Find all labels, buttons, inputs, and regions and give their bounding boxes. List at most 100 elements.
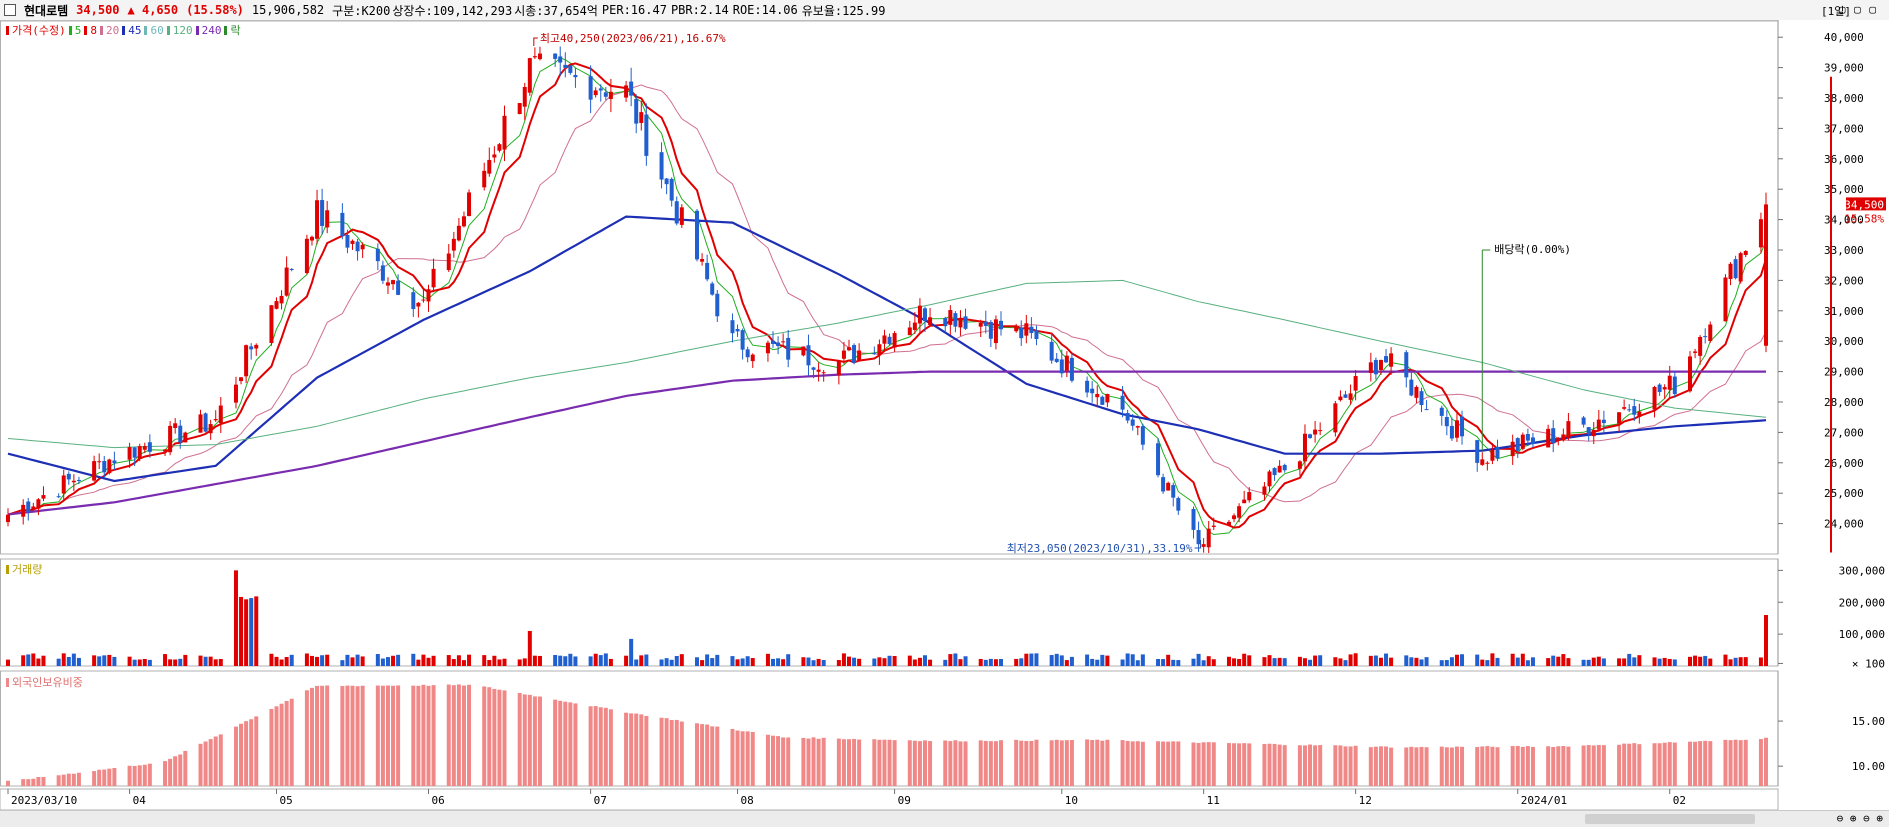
price-y-tick-label: 35,000 xyxy=(1824,183,1864,196)
foreign-bar xyxy=(1049,740,1054,786)
volume-bar xyxy=(218,658,223,666)
legend-item-4[interactable]: 45 xyxy=(122,24,141,37)
candle xyxy=(1743,250,1748,255)
zoom-controls[interactable]: ⊖ ⊕ ⊖ ⊕ xyxy=(1836,812,1883,825)
volume-bar xyxy=(1064,660,1069,666)
foreign-bar xyxy=(1201,742,1206,786)
candle xyxy=(1551,428,1556,444)
stock-chart[interactable]: 40,000 39,000 38,000 37,000 36,000 35,000 34,0… xyxy=(0,20,1889,810)
volume-legend-label[interactable]: 거래량 xyxy=(12,563,43,576)
foreign-bar xyxy=(1444,747,1449,786)
foreign-bar xyxy=(1414,747,1419,786)
candle xyxy=(877,344,882,356)
candle xyxy=(644,114,649,156)
volume-bar xyxy=(163,654,168,666)
volume-bar xyxy=(309,655,314,666)
volume-bar xyxy=(284,656,289,666)
foreign-bar xyxy=(1419,746,1424,786)
candle xyxy=(735,329,740,332)
candle xyxy=(1201,544,1206,547)
legend-item-6[interactable]: 120 xyxy=(166,24,193,37)
candle xyxy=(1308,434,1313,438)
foreign-bar xyxy=(315,685,320,786)
ma5-line xyxy=(7,57,1767,536)
legend-item-2[interactable]: 8 xyxy=(84,24,97,37)
listed-shares: 상장수:109,142,293 xyxy=(392,3,513,18)
candle xyxy=(249,346,254,350)
legend-item-5[interactable]: 60 xyxy=(144,24,164,37)
volume-bar xyxy=(269,653,274,666)
foreign-bar xyxy=(1490,746,1495,786)
volume-bar xyxy=(1272,658,1277,666)
legend-item-0[interactable]: 가격(수정) xyxy=(6,24,66,37)
volume-bar xyxy=(522,658,527,666)
candle xyxy=(537,53,542,60)
horizontal-scrollbar[interactable]: ⊖ ⊕ ⊖ ⊕ xyxy=(0,810,1889,827)
low-annotation: 최저23,050(2023/10/31),33.19% xyxy=(1007,542,1193,555)
volume-bar xyxy=(107,654,112,666)
select-checkbox[interactable] xyxy=(4,4,16,16)
legend-item-7[interactable]: 240 xyxy=(195,24,221,37)
candle xyxy=(380,265,385,281)
scrollbar-thumb[interactable] xyxy=(1585,814,1755,824)
volume-bar xyxy=(26,654,31,666)
foreign-bar xyxy=(345,685,350,786)
foreign-bar xyxy=(1495,747,1500,786)
foreign-bar xyxy=(97,769,102,786)
volume-bar xyxy=(391,655,396,666)
stock-name[interactable]: 현대로템 xyxy=(24,3,69,18)
foreign-bar xyxy=(1120,740,1125,786)
volume-bar xyxy=(61,653,66,666)
foreign-bar xyxy=(674,719,679,786)
candle xyxy=(1601,419,1606,424)
volume-bar xyxy=(608,658,613,666)
foreign-bar xyxy=(608,709,613,786)
foreign-bar xyxy=(431,685,436,786)
volume-bar xyxy=(1662,657,1667,666)
candle xyxy=(1166,482,1171,491)
candle xyxy=(1419,391,1424,406)
legend-mark xyxy=(224,26,228,35)
candle xyxy=(532,56,537,58)
volume-bar xyxy=(1389,657,1394,666)
foreign-bar xyxy=(730,728,735,786)
volume-bar xyxy=(857,658,862,666)
volume-bar xyxy=(1596,656,1601,666)
ma8-line xyxy=(7,62,1767,529)
volume-bar xyxy=(558,655,563,666)
volume-bar xyxy=(71,653,76,666)
candle xyxy=(786,337,791,360)
candle xyxy=(1389,353,1394,367)
legend-item-1[interactable]: 5 xyxy=(68,24,81,37)
foreign-bar xyxy=(411,685,416,786)
volume-bar xyxy=(502,658,507,666)
volume-bar xyxy=(1014,658,1019,666)
candle xyxy=(431,268,436,288)
candle xyxy=(1348,393,1353,400)
volume-bar xyxy=(56,658,61,666)
legend-mark xyxy=(195,26,199,35)
candle xyxy=(1237,506,1242,518)
volume-bar xyxy=(1723,654,1728,666)
foreign-bar xyxy=(1054,739,1059,786)
legend-item-3[interactable]: 20 xyxy=(99,24,119,37)
foreign-legend-label[interactable]: 외국인보유비중 xyxy=(12,676,83,689)
foreign-bar xyxy=(1064,740,1069,786)
candle xyxy=(1515,438,1520,451)
foreign-bar xyxy=(1024,741,1029,786)
period-selector[interactable]: [1일] xyxy=(1821,5,1851,18)
volume-bar xyxy=(350,657,355,666)
foreign-bar xyxy=(1672,742,1677,786)
volume-bar xyxy=(183,654,188,666)
candle xyxy=(1596,419,1601,430)
candle xyxy=(1632,406,1637,415)
volume-bar xyxy=(563,656,568,666)
legend-item-8[interactable]: 락 xyxy=(224,24,241,37)
window-buttons[interactable]: ▢ ▢ ▢ xyxy=(1838,3,1877,16)
candle xyxy=(624,85,629,98)
volume-bar xyxy=(1688,656,1693,666)
price-y-tick-label: 28,000 xyxy=(1824,396,1864,409)
foreign-bar xyxy=(948,741,953,786)
foreign-bar xyxy=(233,726,238,786)
foreign-bar xyxy=(1140,741,1145,786)
